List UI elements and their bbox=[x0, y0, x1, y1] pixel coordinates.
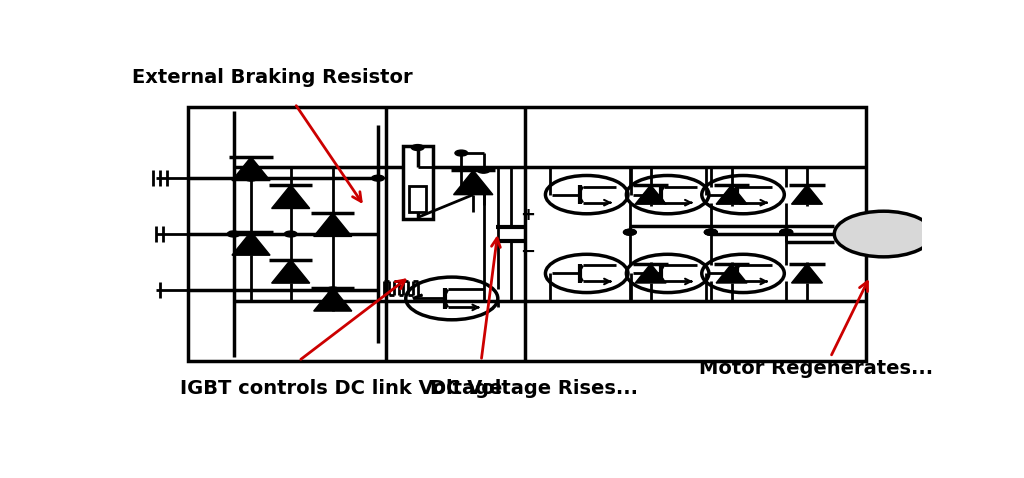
Polygon shape bbox=[313, 213, 352, 237]
Circle shape bbox=[477, 167, 489, 173]
Polygon shape bbox=[271, 260, 309, 283]
Circle shape bbox=[455, 150, 468, 156]
Circle shape bbox=[705, 229, 717, 235]
Circle shape bbox=[780, 229, 793, 235]
Circle shape bbox=[372, 175, 384, 181]
Circle shape bbox=[835, 211, 933, 257]
Circle shape bbox=[327, 287, 339, 293]
Bar bbox=[410, 186, 426, 212]
Circle shape bbox=[780, 229, 793, 235]
Polygon shape bbox=[454, 170, 493, 195]
Polygon shape bbox=[635, 264, 667, 283]
Circle shape bbox=[624, 229, 636, 235]
Circle shape bbox=[624, 229, 636, 235]
Text: IGBT controls DC link Voltage: IGBT controls DC link Voltage bbox=[179, 379, 502, 398]
Text: +: + bbox=[520, 206, 535, 224]
Polygon shape bbox=[716, 264, 748, 283]
Polygon shape bbox=[635, 185, 667, 204]
Polygon shape bbox=[313, 288, 352, 311]
Text: DC Voltage Rises...: DC Voltage Rises... bbox=[430, 379, 638, 398]
Circle shape bbox=[705, 229, 717, 235]
Bar bbox=[187, 107, 866, 361]
Bar bbox=[402, 146, 433, 219]
Circle shape bbox=[285, 231, 297, 237]
Polygon shape bbox=[716, 185, 748, 204]
Circle shape bbox=[227, 231, 240, 237]
Circle shape bbox=[412, 144, 424, 151]
Circle shape bbox=[705, 229, 717, 235]
Polygon shape bbox=[232, 232, 270, 255]
Circle shape bbox=[780, 229, 793, 235]
Circle shape bbox=[245, 175, 257, 181]
Text: External Braking Resistor: External Braking Resistor bbox=[132, 68, 413, 87]
Polygon shape bbox=[271, 185, 309, 208]
Text: Motor Regenerates...: Motor Regenerates... bbox=[699, 358, 934, 378]
Polygon shape bbox=[792, 185, 822, 204]
Text: −: − bbox=[520, 242, 536, 261]
Polygon shape bbox=[232, 157, 270, 181]
Polygon shape bbox=[792, 264, 822, 283]
